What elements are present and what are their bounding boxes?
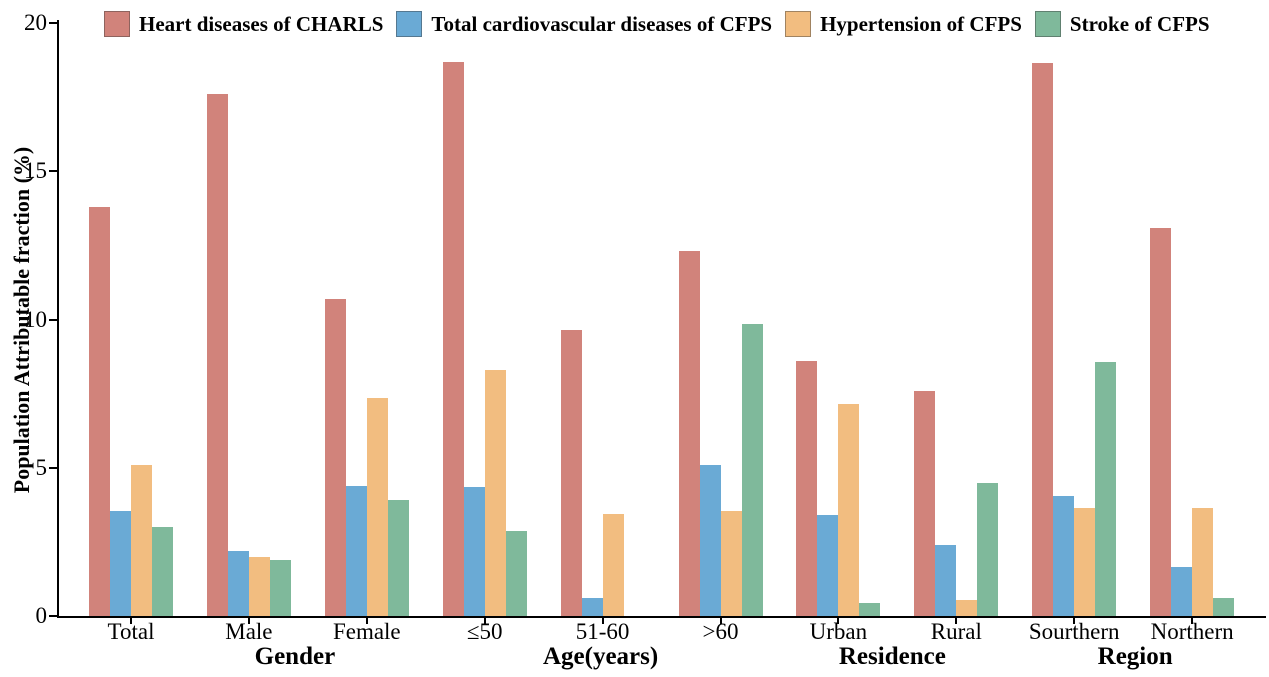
bar-≤50 [505, 531, 527, 616]
bar-Rural [914, 390, 936, 616]
legend-item: Heart diseases of CHARLS [104, 11, 383, 37]
bar-Rural [956, 599, 978, 616]
x-axis-line [57, 616, 1266, 618]
bar->60 [741, 323, 763, 616]
bar-≤50 [484, 369, 506, 616]
legend-label: Hypertension of CFPS [820, 12, 1022, 36]
bar-≤50 [463, 487, 485, 616]
bar-Male [206, 94, 228, 616]
bar-Total [89, 206, 110, 616]
bar-Sourthern [1053, 495, 1075, 616]
legend-item: Stroke of CFPS [1034, 11, 1210, 37]
bar-Sourthern [1095, 362, 1117, 616]
y-axis-line [57, 20, 59, 618]
x-tick-mark [1191, 618, 1194, 624]
y-tick-mark [49, 615, 57, 617]
legend-swatch [1034, 11, 1061, 37]
bar-Male [248, 556, 270, 616]
x-category-label: Northern [1150, 619, 1234, 644]
x-category-label: Male [225, 619, 273, 644]
legend-item: Total cardiovascular diseases of CFPS [396, 11, 772, 37]
y-tick-mark [49, 170, 57, 173]
x-category-label: Female [332, 619, 401, 644]
x-category-label: Urban [809, 619, 868, 644]
bar-51-60 [560, 329, 582, 616]
x-tick-mark [719, 618, 722, 624]
bar-Male [269, 559, 291, 616]
y-tick-mark [49, 22, 57, 24]
bar-Urban [859, 602, 881, 616]
legend-swatch [785, 11, 812, 37]
legend-item: Hypertension of CFPS [785, 11, 1022, 37]
bar->60 [678, 251, 700, 616]
legend-swatch [104, 11, 130, 37]
x-category-label: 51-60 [575, 619, 630, 644]
x-tick-mark [1073, 618, 1076, 624]
y-tick-label: 0 [35, 603, 48, 628]
bar-Male [227, 550, 249, 616]
bar-Total [131, 464, 152, 616]
bar-51-60 [581, 598, 603, 616]
x-category-label: ≤50 [466, 619, 503, 644]
bar-Northern [1150, 227, 1172, 616]
y-tick-mark [49, 466, 57, 469]
x-tick-mark [483, 618, 486, 624]
bar-Rural [935, 544, 957, 616]
bar-Urban [817, 515, 839, 616]
x-category-label: Sourthern [1028, 619, 1120, 644]
x-tick-mark [130, 618, 132, 624]
y-tick-mark [49, 318, 57, 321]
legend-label: Stroke of CFPS [1069, 12, 1210, 36]
y-tick-label: 5 [35, 454, 48, 480]
bar-Rural [977, 482, 999, 616]
x-category-label: Total [107, 619, 155, 644]
bar-≤50 [442, 61, 464, 616]
bar-Total [110, 510, 131, 616]
x-tick-mark [247, 618, 250, 624]
x-group-label: Residence [838, 643, 946, 670]
legend-label: Total cardiovascular diseases of CFPS [431, 12, 773, 36]
y-tick-label: 15 [24, 158, 47, 184]
x-tick-mark [955, 618, 958, 624]
bar-Sourthern [1074, 507, 1096, 616]
bar-Female [387, 500, 409, 616]
bar-Female [366, 398, 388, 616]
x-category-label: Rural [930, 619, 982, 644]
bar-Northern [1192, 507, 1214, 616]
x-group-label: Gender [254, 643, 336, 670]
y-tick-label: 20 [24, 10, 47, 35]
legend-label: Heart diseases of CHARLS [139, 12, 384, 36]
x-tick-mark [837, 618, 840, 624]
bar-Total [152, 527, 173, 616]
bar-Sourthern [1032, 63, 1054, 616]
bar-Urban [838, 404, 860, 616]
bar->60 [699, 464, 721, 616]
bar->60 [720, 510, 742, 616]
y-tick-label: 10 [24, 306, 47, 332]
bar-51-60 [602, 513, 624, 616]
x-group-label: Region [1097, 643, 1173, 670]
bar-Northern [1171, 567, 1193, 616]
bar-Northern [1213, 598, 1235, 616]
x-category-label: >60 [702, 619, 739, 644]
bar-Female [324, 298, 346, 616]
x-tick-mark [365, 618, 368, 624]
legend-swatch [396, 11, 423, 37]
bar-Urban [796, 361, 818, 616]
legend: Heart diseases of CHARLS Total cardiovasc… [104, 9, 1223, 39]
x-tick-mark [601, 618, 604, 624]
bar-Female [345, 485, 367, 616]
x-group-label: Age(years) [542, 643, 659, 670]
